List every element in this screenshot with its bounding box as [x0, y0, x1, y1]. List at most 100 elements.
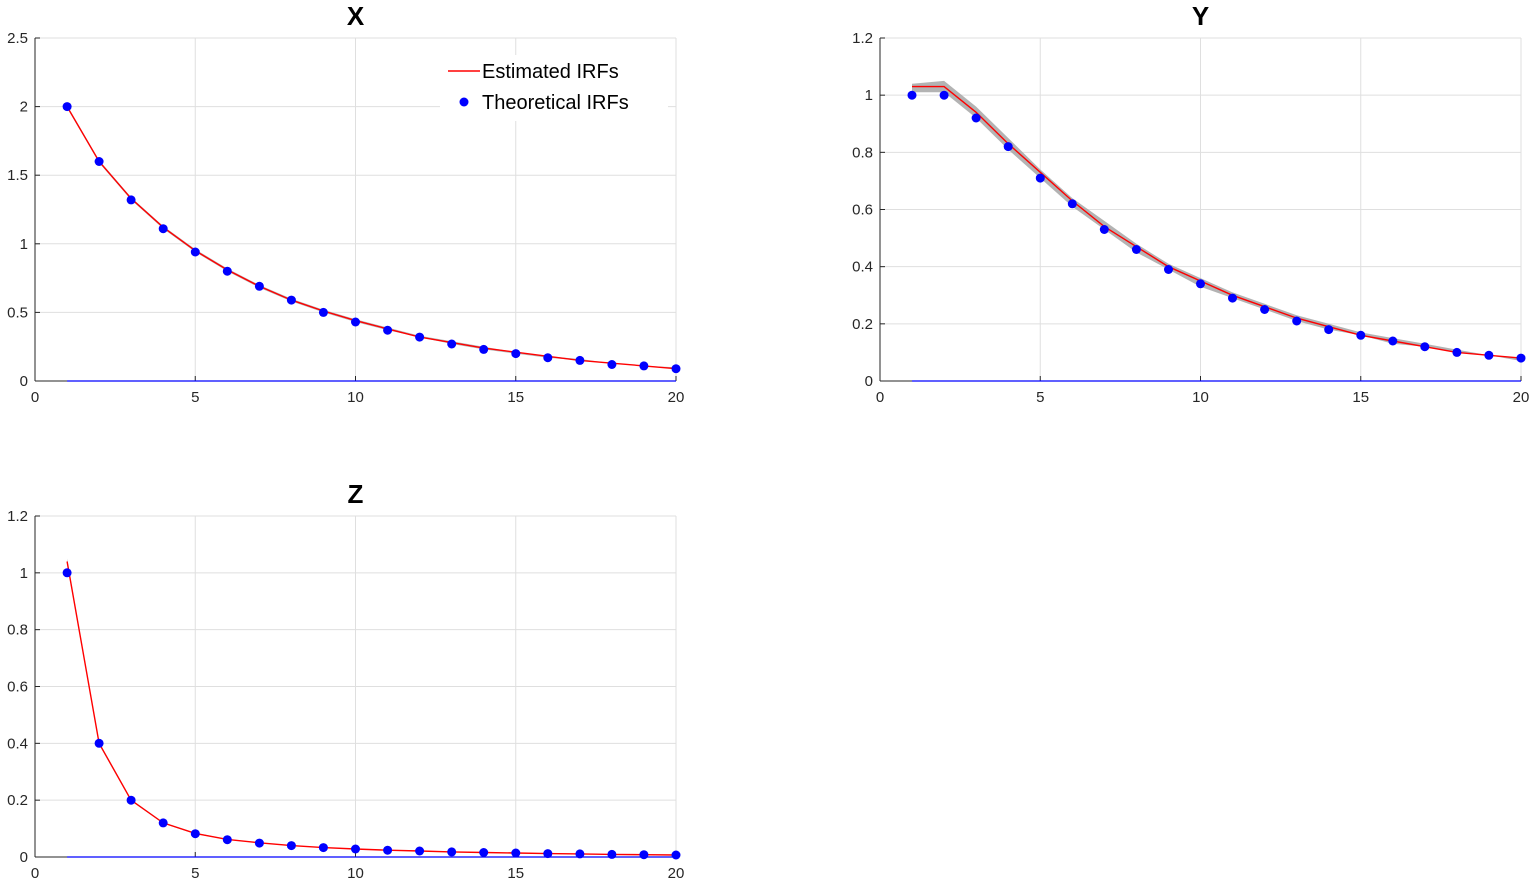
- y-tick-label: 0: [20, 849, 28, 866]
- legend-theoretical-swatch: [459, 97, 469, 107]
- x-tick-label: 5: [191, 389, 199, 406]
- theoretical-irf-point-y: [1484, 350, 1494, 360]
- theoretical-irf-point-y: [1131, 245, 1141, 254]
- theoretical-irf-point-y: [1516, 353, 1526, 363]
- theoretical-irf-point-y: [1388, 336, 1398, 346]
- theoretical-irf-point-z: [671, 850, 681, 860]
- theoretical-irf-point-z: [286, 841, 296, 851]
- theoretical-irf-point-z: [639, 850, 649, 860]
- theoretical-irf-point-y: [1324, 325, 1334, 335]
- theoretical-irf-point-x: [575, 355, 585, 365]
- theoretical-irf-point-y: [1292, 316, 1302, 326]
- theoretical-irf-point-x: [222, 266, 232, 276]
- theoretical-irf-point-z: [94, 738, 104, 748]
- y-tick-label: 0.8: [7, 622, 28, 639]
- theoretical-irf-point-x: [126, 195, 136, 205]
- theoretical-irf-point-y: [1164, 265, 1173, 274]
- y-tick-label: 1.2: [7, 508, 28, 525]
- y-tick-label: 0.6: [852, 202, 873, 219]
- y-tick-label: 1.5: [7, 167, 28, 184]
- theoretical-irf-point-z: [607, 849, 617, 859]
- y-tick-label: 0.5: [7, 304, 28, 321]
- chart-title-z: Z: [348, 479, 364, 509]
- x-tick-label: 15: [1352, 389, 1369, 406]
- legend: Estimated IRFs Theoretical IRFs: [440, 55, 668, 121]
- theoretical-irf-point-y: [1003, 142, 1013, 152]
- theoretical-irf-point-x: [62, 102, 72, 112]
- y-tick-label: 0.8: [852, 144, 873, 161]
- theoretical-irf-point-y: [1099, 225, 1109, 234]
- y-tick-label: 1: [20, 565, 28, 582]
- theoretical-irf-point-y: [1260, 305, 1270, 314]
- y-tick-label: 1.2: [852, 30, 873, 47]
- theoretical-irf-point-x: [479, 344, 489, 354]
- y-tick-label: 0.6: [7, 679, 28, 696]
- theoretical-irf-point-z: [447, 847, 457, 857]
- theoretical-irf-point-x: [190, 247, 200, 257]
- theoretical-irf-point-z: [222, 835, 232, 845]
- theoretical-irf-point-z: [254, 838, 264, 848]
- theoretical-irf-point-z: [158, 818, 168, 828]
- x-tick-label: 10: [347, 389, 364, 406]
- theoretical-irf-point-y: [1228, 293, 1237, 303]
- theoretical-irf-point-x: [447, 339, 457, 349]
- theoretical-irf-point-y: [971, 113, 981, 123]
- theoretical-irf-point-y: [1196, 279, 1205, 289]
- x-tick-label: 5: [191, 865, 199, 882]
- estimated-irf-line-y: [912, 85, 1522, 359]
- theoretical-irf-point-x: [383, 325, 393, 335]
- legend-box: [440, 55, 668, 121]
- x-tick-label: 20: [668, 865, 685, 882]
- x-tick-label: 0: [876, 389, 884, 406]
- x-tick-label: 10: [1192, 389, 1209, 406]
- theoretical-irf-point-z: [479, 848, 489, 857]
- theoretical-irf-point-z: [383, 845, 393, 855]
- theoretical-irf-point-x: [543, 353, 553, 363]
- theoretical-irf-point-x: [639, 361, 649, 371]
- theoretical-irf-point-z: [126, 795, 136, 805]
- theoretical-irf-point-y: [1420, 342, 1430, 352]
- theoretical-irf-point-x: [607, 360, 617, 369]
- theoretical-irf-point-z: [511, 848, 521, 858]
- theoretical-irf-point-z: [575, 849, 585, 859]
- theoretical-irf-point-x: [158, 224, 168, 234]
- y-tick-label: 0.2: [7, 792, 28, 809]
- y-tick-label: 0: [865, 373, 873, 390]
- chart-title-y: Y: [1192, 1, 1209, 31]
- theoretical-irf-point-x: [318, 307, 328, 317]
- y-tick-label: 2.5: [7, 30, 28, 47]
- theoretical-irf-point-x: [254, 281, 264, 291]
- theoretical-irf-point-z: [351, 844, 360, 854]
- theoretical-irf-point-y: [1452, 347, 1462, 357]
- theoretical-irf-point-y: [1356, 330, 1366, 340]
- theoretical-irf-point-y: [907, 90, 917, 100]
- chart-title-x: X: [347, 1, 365, 31]
- y-tick-label: 0.4: [7, 735, 28, 752]
- theoretical-irf-point-z: [318, 843, 328, 853]
- y-tick-label: 0: [20, 373, 28, 390]
- y-tick-label: 0.4: [852, 259, 873, 276]
- theoretical-irf-point-y: [939, 90, 949, 100]
- theoretical-irf-point-x: [351, 317, 360, 327]
- x-tick-label: 15: [507, 389, 524, 406]
- x-tick-label: 20: [1513, 389, 1530, 406]
- x-tick-label: 15: [507, 865, 524, 882]
- theoretical-irf-point-z: [190, 829, 200, 839]
- x-tick-label: 0: [31, 389, 39, 406]
- theoretical-irf-point-z: [62, 568, 72, 578]
- x-tick-label: 20: [668, 389, 685, 406]
- panel-y: 0 5 10 15 20 0 0.2 0.4 0.6 0.8 1 1.2 Y: [852, 1, 1529, 406]
- estimated-irf-line-z: [66, 561, 677, 856]
- x-tick-label: 5: [1036, 389, 1044, 406]
- theoretical-irf-point-x: [415, 332, 425, 342]
- y-tick-label: 1: [865, 87, 873, 104]
- theoretical-irf-point-x: [94, 157, 104, 166]
- estimated-irf-line-x: [66, 106, 677, 370]
- panel-z: 0 5 10 15 20 0 0.2 0.4 0.6 0.8 1 1.2 Z: [7, 479, 684, 882]
- theoretical-irf-point-x: [511, 349, 521, 359]
- theoretical-irf-point-x: [671, 364, 681, 374]
- x-tick-label: 0: [31, 865, 39, 882]
- theoretical-irf-point-y: [1067, 199, 1077, 209]
- theoretical-irf-point-y: [1035, 173, 1045, 183]
